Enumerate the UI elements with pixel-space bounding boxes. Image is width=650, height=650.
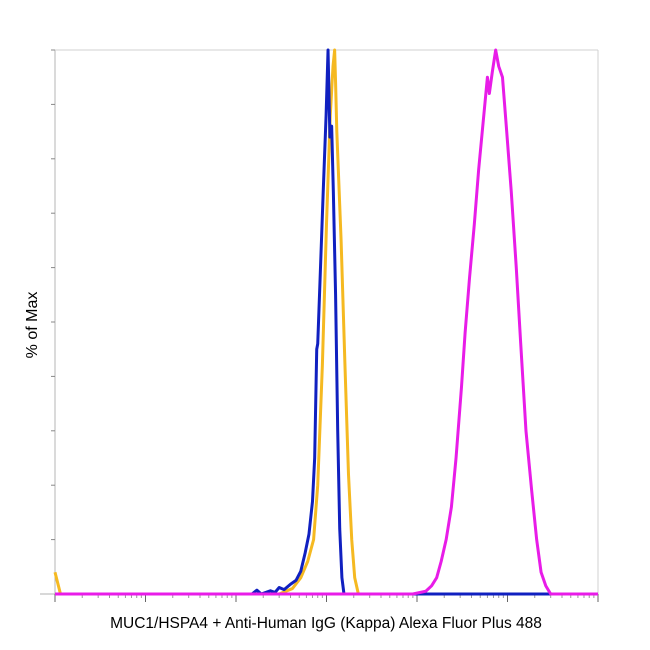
y-axis-ticks: [51, 49, 55, 541]
histogram-series-2: [55, 48, 598, 596]
series-group: [53, 48, 598, 596]
y-axis-label: % of Max: [24, 292, 41, 359]
histogram-series-3: [55, 48, 598, 596]
x-axis-label: MUC1/HSPA4 + Anti-Human IgG (Kappa) Alex…: [110, 615, 542, 632]
histogram-series-1: [53, 48, 598, 596]
